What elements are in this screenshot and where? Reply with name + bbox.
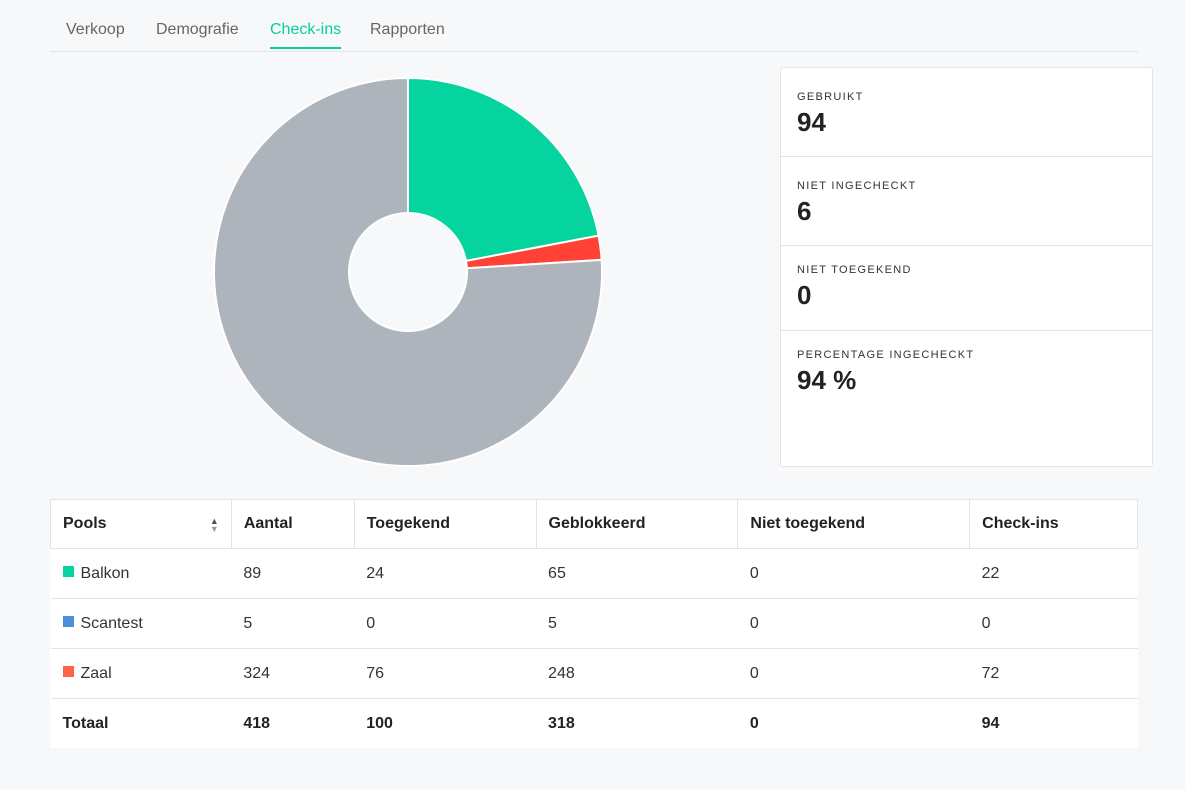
pie-slice-2[interactable] (213, 76, 603, 467)
stat-label: GEBRUIKT (797, 91, 864, 103)
total-cell: 0 (737, 698, 970, 748)
stat-value: 94 % (797, 365, 857, 395)
total-cell: 418 (231, 698, 355, 748)
total-cell: 100 (354, 698, 537, 748)
column-header-niet-toegekend[interactable]: Niet toegekend (737, 499, 971, 549)
pool-color-swatch (62, 665, 74, 677)
table-cell: 76 (354, 648, 537, 699)
table-cell: 5 (231, 598, 355, 649)
stat-niet-toegekend: NIET TOEGEKEND 0 (781, 246, 1152, 331)
pool-color-swatch (62, 565, 74, 577)
total-cell: 94 (969, 698, 1138, 748)
pool-color-swatch (62, 615, 74, 627)
table-cell: 324 (231, 648, 355, 699)
total-label: Totaal (50, 698, 232, 748)
tab-bar: Verkoop Demografie Check-ins Rapporten (50, 0, 1138, 52)
stat-value: 94 (797, 107, 826, 137)
table-cell: 0 (737, 548, 970, 599)
table-cell: 72 (969, 648, 1138, 699)
tab-check-ins[interactable]: Check-ins (270, 21, 342, 49)
table-cell: 0 (737, 648, 970, 699)
stat-label: NIET TOEGEKEND (797, 264, 912, 276)
column-header-check-ins[interactable]: Check-ins (969, 499, 1138, 549)
stat-label: NIET INGECHECKT (797, 180, 917, 192)
stat-label: PERCENTAGE INGECHECKT (797, 349, 975, 361)
table-cell: 5 (536, 598, 738, 649)
stats-card: GEBRUIKT 94 NIET INGECHECKT 6 NIET TOEGE… (780, 67, 1153, 467)
stat-niet-ingecheckt: NIET INGECHECKT 6 (781, 157, 1152, 246)
total-cell: 318 (536, 698, 738, 748)
pool-name: Scantest (80, 614, 143, 632)
table-cell: 248 (536, 648, 738, 699)
tab-demografie[interactable]: Demografie (156, 21, 239, 38)
table-cell: 65 (536, 548, 738, 599)
table-cell: 89 (231, 548, 355, 599)
tab-rapporten[interactable]: Rapporten (370, 21, 445, 38)
table-cell: 0 (354, 598, 537, 649)
pool-name-cell: Zaal (50, 648, 232, 699)
table-row: Balkon 89 24 65 0 22 (50, 548, 1138, 599)
check-ins-donut-chart (213, 76, 603, 467)
pool-name-cell: Scantest (50, 598, 232, 649)
pool-name: Zaal (80, 664, 112, 682)
stat-value: 6 (797, 196, 812, 226)
table-cell: 0 (969, 598, 1138, 649)
table-cell: 24 (354, 548, 537, 599)
stat-gebruikt: GEBRUIKT 94 (781, 68, 1152, 157)
table-total-row: Totaal 418 100 318 0 94 (50, 698, 1138, 748)
column-header-pools[interactable]: Pools ▲ ▼ (50, 499, 232, 549)
column-header-label: Pools (63, 515, 107, 532)
sort-icon[interactable]: ▲ ▼ (209, 516, 219, 534)
stat-percentage-ingecheckt: PERCENTAGE INGECHECKT 94 % (781, 331, 1152, 396)
table-header-row: Pools ▲ ▼ Aantal Toegekend Geblokkeerd Ni… (50, 499, 1138, 549)
pools-table: Pools ▲ ▼ Aantal Toegekend Geblokkeerd Ni… (50, 499, 1138, 748)
column-header-toegekend[interactable]: Toegekend (353, 499, 537, 549)
column-header-aantal[interactable]: Aantal (230, 499, 355, 549)
table-cell: 0 (737, 598, 970, 649)
table-row: Scantest 5 0 5 0 0 (50, 598, 1138, 649)
table-row: Zaal 324 76 248 0 72 (50, 648, 1138, 699)
pool-name: Balkon (80, 564, 130, 582)
column-header-geblokkeerd[interactable]: Geblokkeerd (535, 499, 739, 549)
pool-name-cell: Balkon (50, 548, 232, 599)
stat-value: 0 (797, 280, 812, 310)
table-cell: 22 (969, 548, 1138, 599)
tab-verkoop[interactable]: Verkoop (66, 21, 125, 38)
pie-slice-0[interactable] (407, 76, 600, 263)
